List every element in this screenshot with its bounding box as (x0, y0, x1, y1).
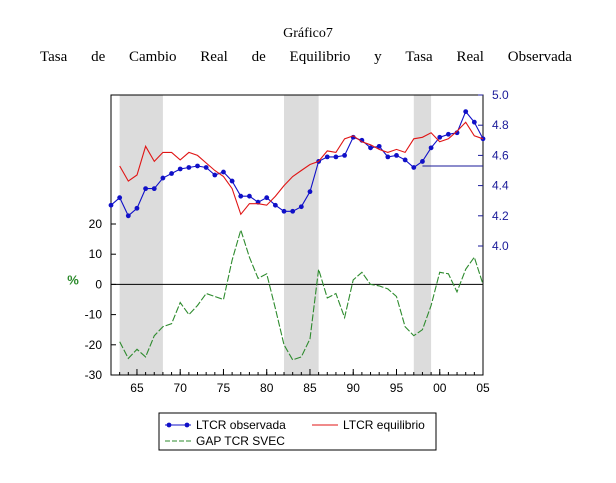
series-point (333, 154, 339, 160)
series-point (376, 143, 382, 149)
right-tick-label: 4.0 (492, 239, 509, 253)
series-point (307, 189, 313, 195)
x-tick-label: 85 (303, 381, 317, 395)
subtitle-word: Cambio (129, 49, 177, 65)
left-tick-label: 0 (95, 277, 102, 291)
series-point (108, 202, 114, 208)
left-tick-label: -20 (85, 338, 103, 352)
x-tick-label: 65 (130, 381, 144, 395)
legend-label: LTCR equilibrio (343, 418, 425, 432)
subtitle-word: Real (456, 49, 484, 65)
chart-subtitle: Tasa de Cambio Real de Equilibrio y Tasa Real Obs… (40, 49, 572, 66)
series-point (445, 131, 451, 137)
series-point (324, 154, 330, 160)
series-point (177, 166, 183, 172)
x-tick-label: 75 (217, 381, 231, 395)
right-tick-label: 4.8 (492, 118, 509, 132)
x-tick-label: 05 (476, 381, 490, 395)
series-point (368, 145, 373, 151)
series-line-1 (119, 121, 484, 216)
series-point (169, 171, 174, 176)
x-tick-label: 90 (347, 381, 361, 395)
series-point (151, 186, 157, 192)
subtitle-word: y (374, 49, 382, 65)
series-point (195, 163, 200, 169)
series-point (298, 204, 304, 210)
right-tick-label: 4.4 (492, 179, 509, 193)
x-tick-label: 80 (260, 381, 274, 395)
right-tick-label: 4.2 (492, 209, 509, 223)
subtitle-word: de (251, 49, 266, 65)
series-point (385, 154, 391, 160)
series-point (247, 193, 252, 199)
series-point (238, 193, 244, 199)
series-point (143, 186, 149, 192)
series-point (471, 119, 477, 125)
shaded-period (284, 95, 319, 375)
legend-label: LTCR observada (196, 418, 286, 432)
series-point (463, 109, 469, 115)
subtitle-word: Real (200, 49, 228, 65)
right-tick-label: 4.6 (492, 148, 509, 162)
subtitle-word: Observada (507, 49, 572, 65)
plot-frame (110, 94, 484, 376)
series-line-2 (119, 228, 484, 361)
series-point (290, 208, 296, 214)
series-point (221, 169, 226, 175)
series-point (264, 195, 270, 201)
left-tick-label: -10 (85, 308, 103, 322)
legend-label: GAP TCR SVEC (196, 434, 285, 448)
series-point (411, 165, 417, 170)
series-point (117, 195, 123, 201)
x-tick-label: 70 (174, 381, 188, 395)
legend-marker (184, 422, 190, 428)
subtitle-word: de (91, 49, 106, 65)
subtitle-word: Tasa (405, 49, 433, 65)
left-tick-label: 20 (89, 217, 103, 231)
series-point (402, 157, 408, 163)
series-point (186, 165, 192, 170)
shaded-period (119, 95, 163, 375)
left-tick-label: 10 (89, 247, 103, 261)
legend-box (158, 412, 437, 451)
series-point (420, 159, 425, 164)
x-tick-label: 95 (390, 381, 404, 395)
right-tick-label: 5.0 (492, 88, 509, 102)
legend-marker (166, 422, 172, 428)
series-point (281, 208, 287, 214)
left-tick-label: -30 (85, 368, 103, 382)
subtitle-word: Tasa (40, 49, 68, 65)
left-axis-label: % (67, 272, 79, 287)
series-point (134, 205, 140, 211)
chart-title: Gráfico7 (283, 26, 333, 41)
series-point (272, 202, 278, 208)
x-tick-label: 00 (433, 381, 447, 395)
series-point (428, 145, 434, 151)
series-point (394, 153, 399, 158)
series-point (437, 134, 443, 140)
series-point (160, 175, 166, 181)
series-point (212, 172, 218, 178)
series-point (229, 178, 235, 184)
series-point (125, 213, 131, 219)
series-point (342, 153, 347, 158)
series-point (203, 165, 209, 170)
subtitle-word: Equilibrio (289, 49, 351, 65)
